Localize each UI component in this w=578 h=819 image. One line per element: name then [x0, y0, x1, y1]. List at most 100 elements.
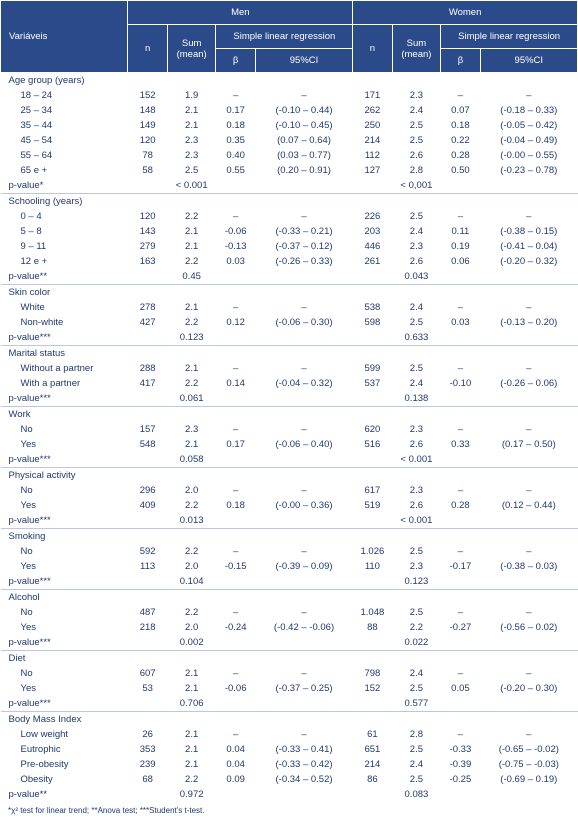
women-pvalue: 0.633 — [392, 330, 441, 346]
men-sum: 2.1 — [167, 666, 216, 681]
men-sum: 2.0 — [167, 620, 216, 635]
men-sum: 2.1 — [167, 118, 216, 133]
women-beta: – — [441, 544, 480, 559]
header-women-n: n — [353, 25, 392, 73]
women-beta: -0.27 — [441, 620, 480, 635]
men-pvalue: 0.104 — [167, 574, 216, 590]
women-sum: 2.5 — [392, 133, 441, 148]
row-label: No — [1, 544, 128, 559]
women-n: 798 — [353, 666, 392, 681]
men-n: 113 — [128, 559, 167, 574]
women-sum: 2.3 — [392, 422, 441, 437]
row-label: 25 – 34 — [1, 103, 128, 118]
header-women-slr: Simple linear regression — [441, 25, 578, 49]
women-sum: 2.6 — [392, 498, 441, 513]
men-sum: 2.2 — [167, 376, 216, 391]
women-beta: 0.28 — [441, 498, 480, 513]
pvalue-label: p-value*** — [1, 513, 128, 529]
men-ci: (-0.37 – 0.25) — [255, 681, 352, 696]
pvalue-row: p-value***0.013< 0.001 — [1, 513, 578, 529]
women-pvalue: 0.123 — [392, 574, 441, 590]
women-sum: 2.8 — [392, 163, 441, 178]
header-women-ci: 95%CI — [480, 49, 577, 73]
women-ci: (0.17 – 0.50) — [480, 437, 577, 452]
women-sum: 2.4 — [392, 376, 441, 391]
men-n: 163 — [128, 254, 167, 269]
section-title: Marital status — [1, 346, 128, 362]
women-beta: – — [441, 666, 480, 681]
men-sum: 2.5 — [167, 163, 216, 178]
women-ci: (-0.20 – 0.32) — [480, 254, 577, 269]
men-n: 487 — [128, 605, 167, 620]
pvalue-row: p-value***0.7060.577 — [1, 696, 578, 712]
women-n: 110 — [353, 559, 392, 574]
women-sum: 2.6 — [392, 437, 441, 452]
men-ci: – — [255, 422, 352, 437]
men-beta: – — [216, 88, 255, 103]
men-ci: (-0.10 – 0.45) — [255, 118, 352, 133]
header-men-sum: Sum (mean) — [167, 25, 216, 73]
women-n: 214 — [353, 757, 392, 772]
men-n: 218 — [128, 620, 167, 635]
section-title-row: Alcohol — [1, 590, 578, 606]
row-label: 55 – 64 — [1, 148, 128, 163]
men-beta: -0.06 — [216, 681, 255, 696]
women-n: 214 — [353, 133, 392, 148]
men-n: 120 — [128, 209, 167, 224]
women-ci: – — [480, 727, 577, 742]
women-sum: 2.6 — [392, 254, 441, 269]
men-ci: – — [255, 544, 352, 559]
men-n: 409 — [128, 498, 167, 513]
section-title-row: Smoking — [1, 529, 578, 545]
men-n: 53 — [128, 681, 167, 696]
row-label: 35 – 44 — [1, 118, 128, 133]
table-row: 18 – 241521.9––1712.3–– — [1, 88, 578, 103]
men-beta: 0.09 — [216, 772, 255, 787]
men-n: 148 — [128, 103, 167, 118]
men-ci: – — [255, 666, 352, 681]
row-label: Eutrophic — [1, 742, 128, 757]
women-n: 61 — [353, 727, 392, 742]
men-n: 592 — [128, 544, 167, 559]
men-n: 427 — [128, 315, 167, 330]
header-men: Men — [128, 1, 353, 25]
pvalue-label: p-value** — [1, 787, 128, 802]
women-n: 538 — [353, 300, 392, 315]
table-row: Yes532.1-0.06(-0.37 – 0.25)1522.50.05(-0… — [1, 681, 578, 696]
men-sum: 2.3 — [167, 422, 216, 437]
men-beta: 0.18 — [216, 498, 255, 513]
men-pvalue: 0.45 — [167, 269, 216, 285]
row-label: Yes — [1, 498, 128, 513]
women-n: 620 — [353, 422, 392, 437]
table-row: No5922.2––1.0262.5–– — [1, 544, 578, 559]
row-label: 18 – 24 — [1, 88, 128, 103]
women-beta: -0.33 — [441, 742, 480, 757]
header-men-ci: 95%CI — [255, 49, 352, 73]
table-row: Eutrophic3532.10.04(-0.33 – 0.41)6512.5-… — [1, 742, 578, 757]
men-beta: – — [216, 727, 255, 742]
women-sum: 2.4 — [392, 103, 441, 118]
men-pvalue: 0.058 — [167, 452, 216, 468]
women-beta: -0.39 — [441, 757, 480, 772]
men-n: 143 — [128, 224, 167, 239]
men-sum: 1.9 — [167, 88, 216, 103]
table-row: 12 e +1632.20.03(-0.26 – 0.33)2612.60.06… — [1, 254, 578, 269]
section-title-row: Work — [1, 407, 578, 423]
pvalue-label: p-value*** — [1, 635, 128, 651]
row-label: 65 e + — [1, 163, 128, 178]
table-row: Yes2182.0-0.24(-0.42 – -0.06)882.2-0.27(… — [1, 620, 578, 635]
men-sum: 2.3 — [167, 148, 216, 163]
women-n: 598 — [353, 315, 392, 330]
men-sum: 2.1 — [167, 103, 216, 118]
women-sum: 2.5 — [392, 772, 441, 787]
women-pvalue: 0.022 — [392, 635, 441, 651]
women-ci: (-0.56 – 0.02) — [480, 620, 577, 635]
women-beta: – — [441, 727, 480, 742]
pvalue-label: p-value*** — [1, 452, 128, 468]
men-sum: 2.2 — [167, 254, 216, 269]
men-sum: 2.1 — [167, 361, 216, 376]
women-n: 250 — [353, 118, 392, 133]
pvalue-row: p-value**0.450.043 — [1, 269, 578, 285]
men-pvalue: 0.061 — [167, 391, 216, 407]
men-n: 417 — [128, 376, 167, 391]
